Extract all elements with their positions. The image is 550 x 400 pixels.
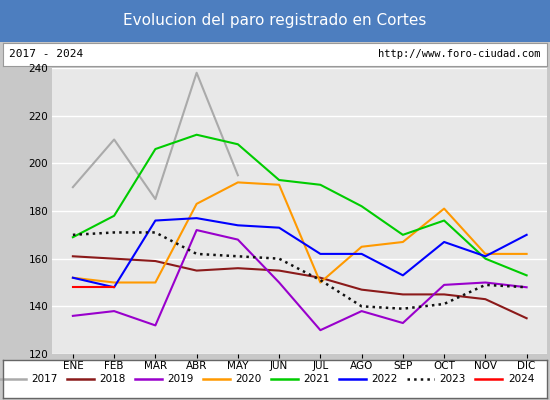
Text: 2023: 2023 <box>439 374 466 384</box>
Text: Evolucion del paro registrado en Cortes: Evolucion del paro registrado en Cortes <box>123 14 427 28</box>
Text: 2018: 2018 <box>100 374 126 384</box>
Text: 2019: 2019 <box>167 374 194 384</box>
Text: 2017: 2017 <box>31 374 58 384</box>
Text: 2021: 2021 <box>304 374 330 384</box>
Text: 2017 - 2024: 2017 - 2024 <box>9 49 84 59</box>
Text: 2022: 2022 <box>372 374 398 384</box>
Text: 2024: 2024 <box>508 374 534 384</box>
Text: http://www.foro-ciudad.com: http://www.foro-ciudad.com <box>378 49 541 59</box>
Text: 2020: 2020 <box>235 374 262 384</box>
